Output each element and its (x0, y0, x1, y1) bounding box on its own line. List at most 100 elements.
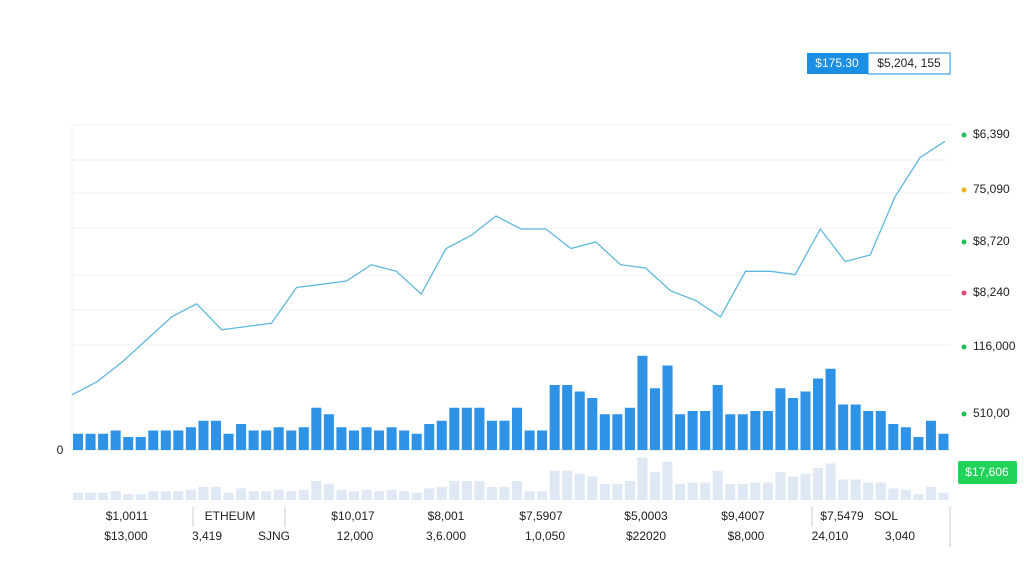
reflection-bar (323, 483, 334, 500)
reflection-bar (223, 492, 234, 500)
volume-bar (687, 411, 698, 450)
volume-bar (800, 391, 811, 450)
volume-bar (612, 414, 623, 450)
badge-label: $17,606 (965, 465, 1009, 479)
reflection-bar (938, 492, 949, 500)
reflection-bar (900, 489, 911, 500)
price-button[interactable] (807, 53, 868, 74)
reflection-bar (486, 486, 497, 500)
reflection-bar (537, 491, 548, 500)
reflection-bar (612, 483, 623, 500)
reflection-bar (863, 482, 874, 500)
table-cell: ETHEUM (205, 509, 256, 523)
reflection-bar (135, 494, 146, 500)
right-label: 116,000 (973, 339, 1016, 353)
table-cell: 12,000 (337, 529, 374, 543)
reflection-bar (838, 479, 849, 500)
volume-bar (273, 427, 284, 450)
volume-bar (173, 430, 184, 450)
volume-bar (148, 430, 159, 450)
reflection-bar (461, 480, 472, 500)
volume-bar (863, 411, 874, 450)
price-button-label[interactable]: $175.30 (815, 56, 859, 70)
reflection-bar (286, 491, 297, 500)
volume-bar (436, 420, 447, 450)
volume-bar (662, 365, 673, 450)
volume-bar (311, 407, 322, 450)
volume-bar (361, 427, 372, 450)
reflection-bar (574, 473, 585, 500)
table-cell: 24,010 (812, 529, 849, 543)
reflection-bar (675, 483, 686, 500)
value-button-label[interactable]: $5,204, 155 (877, 56, 941, 70)
label-dot (961, 132, 967, 138)
table-cell: $7,5479 (820, 509, 864, 523)
volume-bar (675, 414, 686, 450)
volume-bar (775, 388, 786, 450)
volume-bar (813, 378, 824, 450)
reflection-bar (913, 494, 924, 500)
volume-bar (386, 427, 397, 450)
volume-bar (98, 433, 109, 450)
reflection-bar (98, 492, 109, 500)
volume-bar (637, 355, 648, 450)
volume-bar (762, 411, 773, 450)
right-label: $8,240 (973, 285, 1010, 299)
volume-bar (875, 411, 886, 450)
volume-bar (888, 424, 899, 450)
volume-bar (236, 424, 247, 450)
volume-bar (524, 430, 535, 450)
value-button[interactable] (867, 52, 951, 75)
label-dot (961, 187, 967, 193)
reflection-bar (361, 489, 372, 500)
reflection-bar (587, 476, 598, 500)
right-label: $8,720 (973, 234, 1010, 248)
reflection-bar (649, 472, 661, 500)
reflection-bar (85, 492, 96, 500)
reflection-bar (399, 491, 410, 500)
volume-bar (499, 420, 510, 450)
reflection-bar (348, 491, 359, 500)
label-dot (961, 290, 967, 296)
table-cell: 3,6.000 (426, 529, 466, 543)
reflection-bar (512, 480, 523, 500)
table-cell: $10,017 (331, 509, 375, 523)
reflection-bar (73, 492, 84, 500)
reflection-bar (750, 482, 761, 500)
reflection-bar (775, 472, 786, 500)
reflection-bar (549, 470, 560, 500)
table-cell: 3,040 (885, 529, 915, 543)
volume-bar (185, 427, 196, 450)
right-label: $6,390 (973, 127, 1010, 141)
volume-bar (537, 430, 548, 450)
table-cell: $9,4007 (721, 509, 765, 523)
volume-bar (160, 430, 171, 450)
volume-bar (599, 414, 610, 450)
volume-bar (850, 404, 861, 450)
table-cell: 1,0,050 (525, 529, 565, 543)
table-cell: $7,5907 (519, 509, 563, 523)
label-dot (961, 239, 967, 245)
volume-bar (925, 420, 936, 450)
volume-bar (323, 414, 334, 450)
volume-bar (198, 420, 209, 450)
volume-bar (913, 437, 924, 450)
reflection-bar (599, 483, 610, 500)
volume-bar (900, 427, 911, 450)
reflection-bar (499, 486, 510, 500)
reflection-bar (273, 489, 284, 500)
reflection-bar (712, 470, 723, 500)
volume-bar (85, 433, 96, 450)
badge (958, 461, 1017, 484)
volume-bar (574, 391, 585, 450)
reflection-bar (248, 491, 259, 500)
reflection-bar (813, 467, 824, 500)
volume-bar (223, 433, 234, 450)
volume-bar (286, 430, 297, 450)
reflection-bar (524, 491, 535, 500)
label-dot (961, 344, 967, 350)
volume-bar (110, 430, 121, 450)
volume-bar (474, 407, 485, 450)
volume-bar (461, 407, 472, 450)
